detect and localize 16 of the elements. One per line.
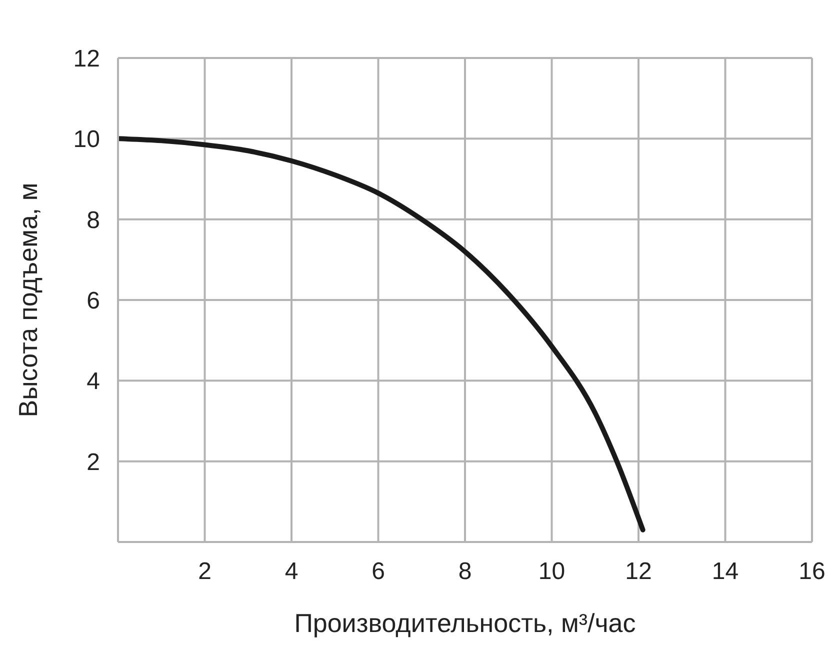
x-axis-title: Производительность, м³/час: [294, 608, 636, 638]
x-tick-label: 14: [712, 558, 739, 586]
x-tick-label: 12: [625, 558, 652, 586]
x-tick-label: 8: [458, 558, 472, 586]
x-tick-label: 10: [538, 558, 566, 586]
x-tick-label: 2: [198, 558, 212, 586]
y-tick-label: 6: [86, 288, 100, 315]
x-tick-label: 4: [284, 558, 298, 586]
y-tick-label: 12: [73, 46, 100, 73]
x-tick-label: 16: [798, 558, 826, 586]
y-tick-label: 8: [86, 206, 100, 234]
y-axis-title: Высота подъема, м: [13, 182, 44, 418]
y-tick-label: 2: [86, 448, 100, 476]
y-tick-label: 10: [73, 126, 100, 154]
x-tick-label: 6: [372, 558, 385, 586]
y-tick-label: 4: [86, 368, 100, 396]
